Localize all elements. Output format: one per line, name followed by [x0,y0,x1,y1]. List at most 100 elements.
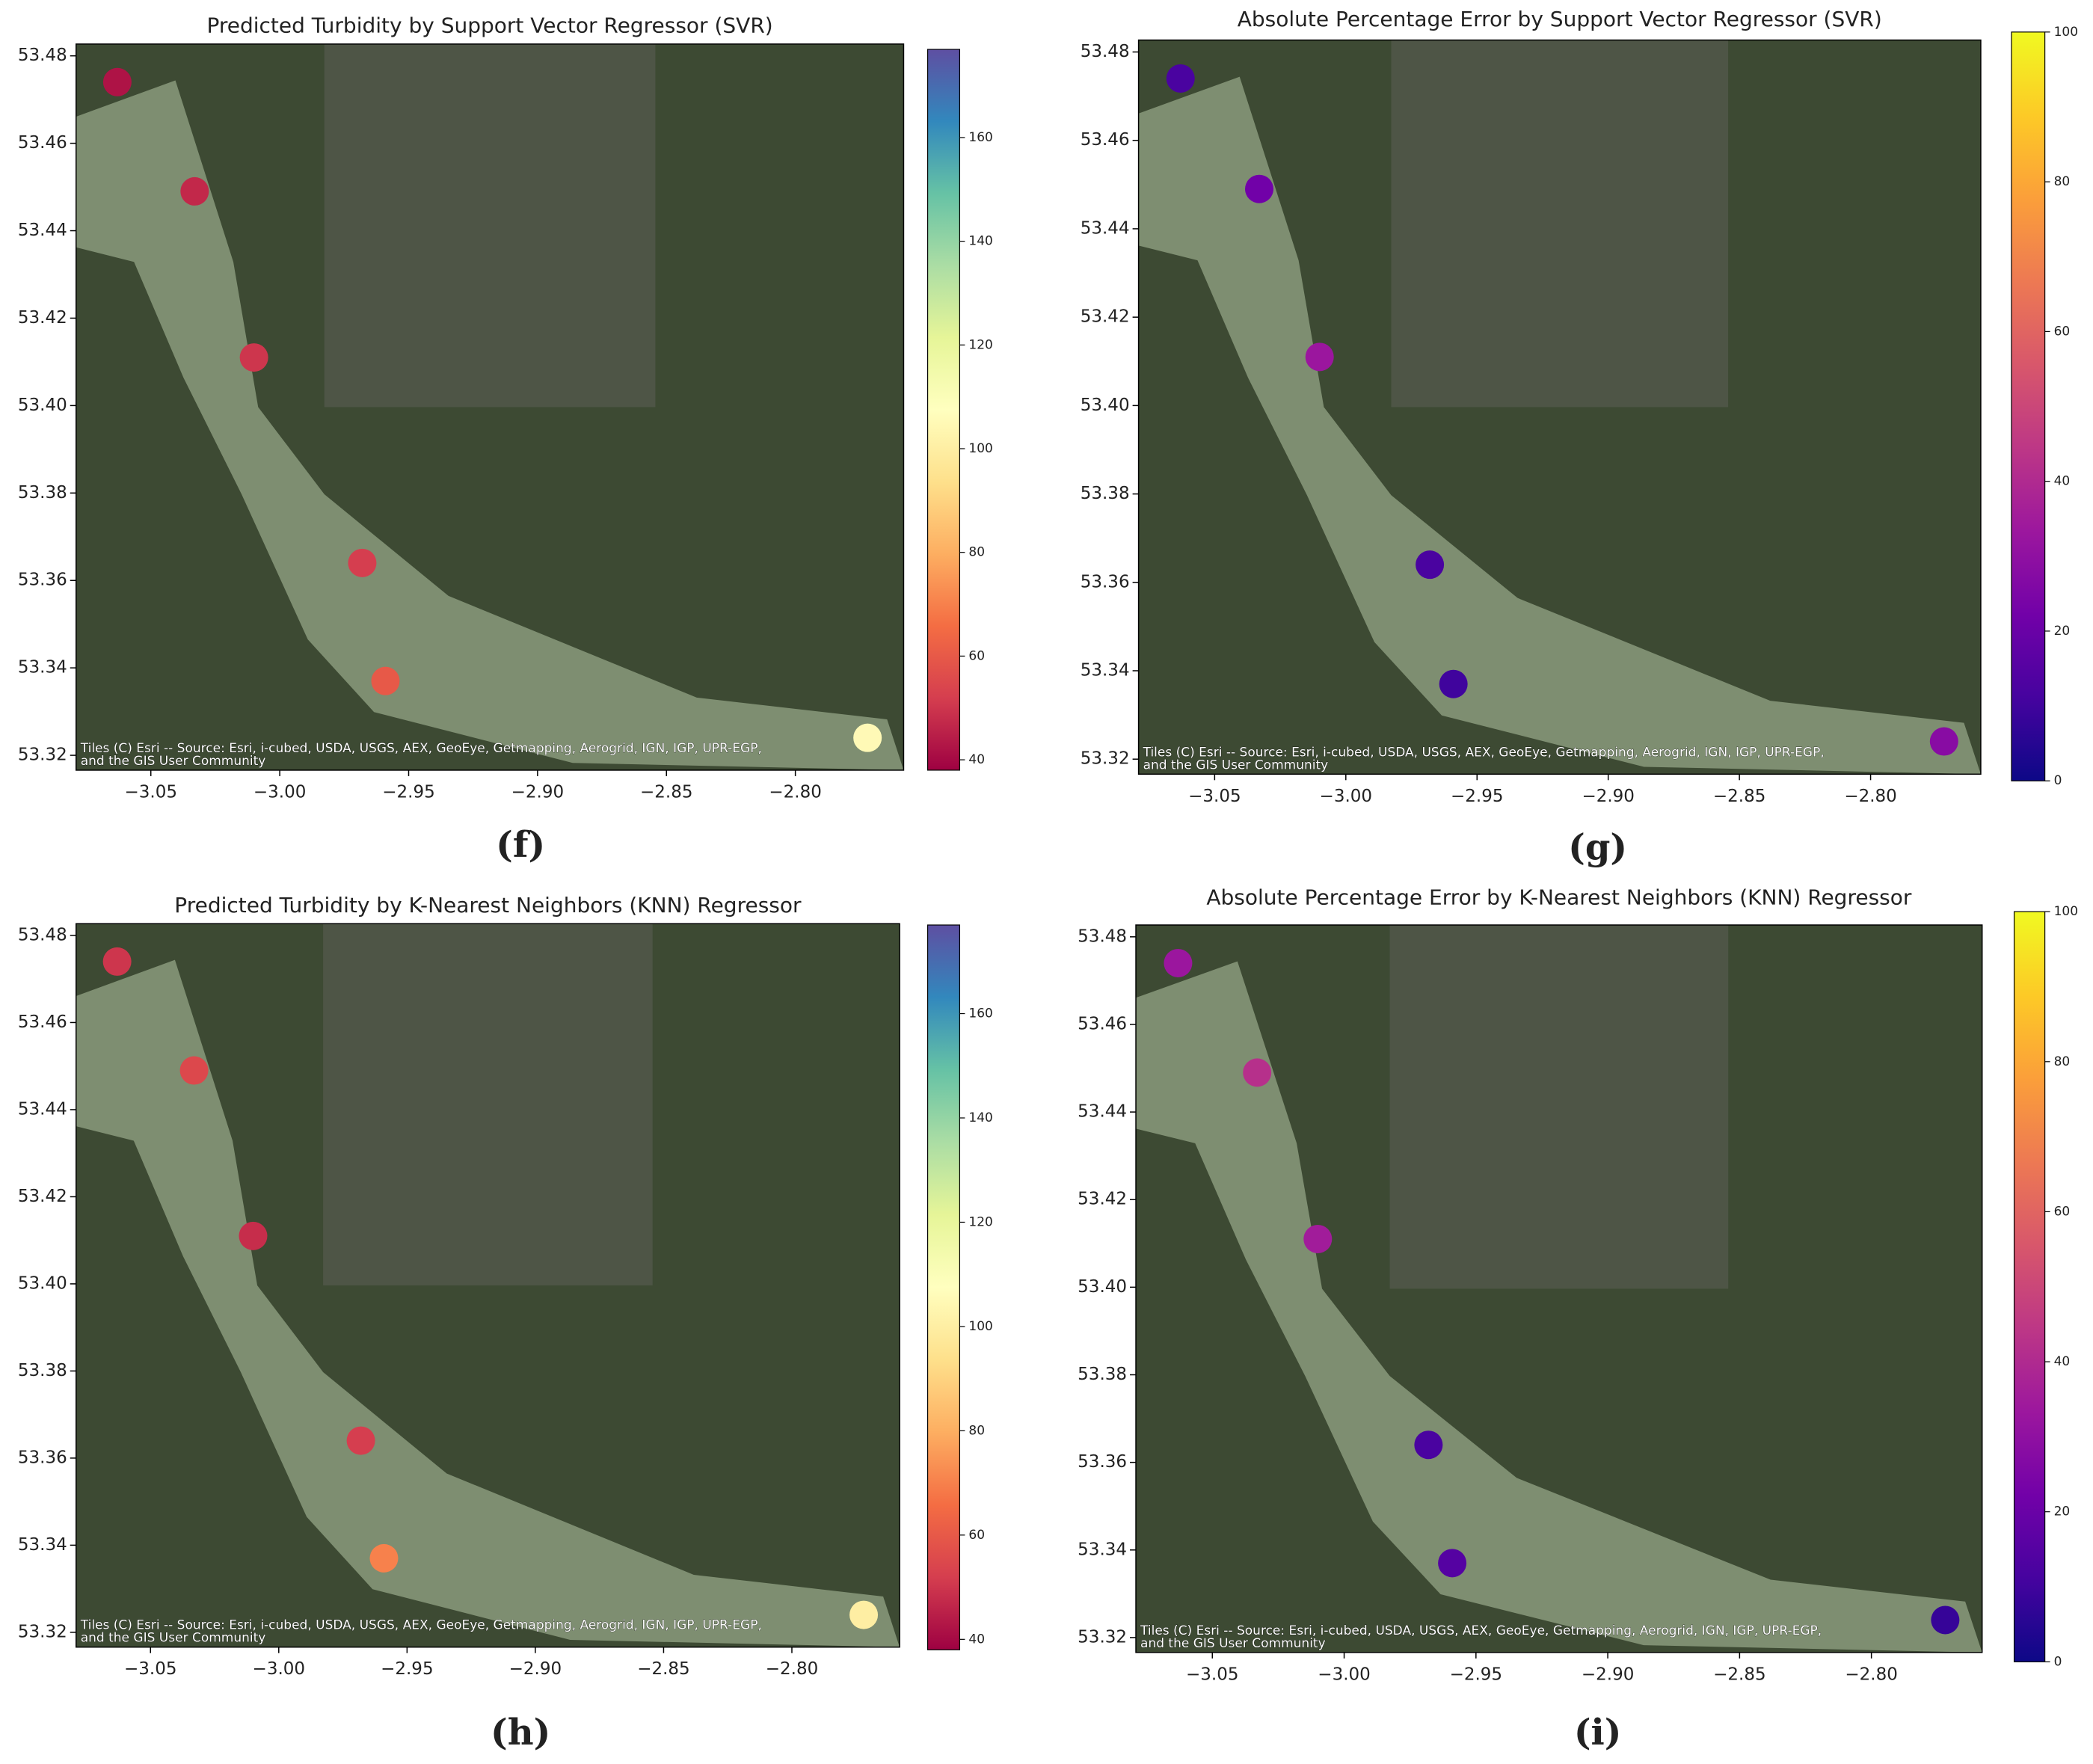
attribution: Tiles (C) Esri -- Source: Esri, i-cubed,… [80,1618,762,1633]
y-tick-label: 53.32 [18,746,67,765]
x-tick-label: −2.95 [1451,787,1503,806]
x-tick-label: −2.85 [637,1659,689,1679]
urban-area [324,43,656,408]
x-tick-label: −3.00 [1318,1665,1370,1684]
point [239,343,268,372]
panel-label: (h) [491,1712,550,1754]
y-tick-label: 53.42 [1081,307,1130,327]
y-tick-label: 53.48 [18,46,67,65]
estuary [76,959,900,1647]
estuary [1138,76,1981,775]
point [1245,174,1274,203]
y-tick-label: 53.34 [1081,660,1130,680]
colorbar-tick-label: 80 [2054,174,2071,189]
x-tick-label: −2.90 [511,782,564,802]
y-tick-label: 53.46 [1081,130,1130,150]
axes-frame [1137,39,1982,775]
point [1303,1224,1333,1253]
point [1439,669,1468,698]
y-tick-label: 53.48 [1081,42,1130,61]
x-tick-label: −2.80 [769,782,821,802]
point [239,1221,268,1250]
colorbar-tick-label: 120 [968,337,992,352]
point [1438,1549,1467,1578]
estuary [76,80,904,770]
colorbar-tick-label: 60 [968,1528,985,1543]
y-tick-label: 53.42 [18,1187,67,1206]
point [1243,1058,1272,1087]
point [1416,550,1445,580]
colorbar-tick-label: 40 [2054,474,2071,489]
y-tick-label: 53.38 [1078,1365,1127,1384]
panel: Predicted Turbidity by K-Nearest Neighbo… [18,893,993,1754]
chart-title: Absolute Percentage Error by K-Nearest N… [1206,885,1912,909]
x-tick-label: −3.00 [253,782,306,802]
y-tick-label: 53.44 [18,1099,67,1119]
colorbar [2011,31,2046,781]
y-tick-label: 53.34 [1078,1540,1127,1559]
y-tick-label: 53.42 [1078,1190,1127,1209]
point [102,947,132,976]
colorbar-tick-label: 80 [968,1423,985,1438]
colorbar-tick-label: 60 [2054,324,2071,339]
y-tick-label: 53.38 [18,1361,67,1380]
attribution: Tiles (C) Esri -- Source: Esri, i-cubed,… [80,741,762,756]
point [1931,1605,1960,1635]
point [102,67,132,96]
panel: Absolute Percentage Error by K-Nearest N… [1078,885,2078,1754]
colorbar-tick-label: 20 [2054,1505,2071,1519]
y-tick-label: 53.40 [1078,1277,1127,1297]
axes-frame [75,923,900,1648]
point [1929,727,1958,756]
point [371,666,400,695]
y-tick-label: 53.36 [1081,572,1130,591]
colorbar-tick-label: 160 [968,130,992,145]
colorbar-tick-label: 100 [968,441,992,456]
x-tick-label: −3.05 [1186,1665,1238,1684]
y-tick-label: 53.44 [18,221,67,240]
chart-title: Absolute Percentage Error by Support Vec… [1238,7,1882,31]
colorbar-tick-label: 20 [2054,624,2071,639]
colorbar-tick-label: 100 [2054,904,2078,919]
point [849,1600,879,1629]
attribution: and the GIS User Community [81,754,266,769]
x-tick-label: −2.90 [509,1659,562,1679]
colorbar [926,49,961,771]
colorbar-tick-label: 80 [2054,1054,2071,1069]
colorbar-tick-label: 80 [968,545,985,560]
colorbar-tick-label: 40 [968,1632,985,1647]
x-tick-label: −2.95 [1450,1665,1502,1684]
y-tick-label: 53.36 [18,571,67,590]
chart-title: Predicted Turbidity by K-Nearest Neighbo… [174,893,802,918]
y-tick-label: 53.32 [18,1622,67,1641]
attribution: and the GIS User Community [81,1631,266,1646]
x-tick-label: −2.85 [640,782,692,802]
colorbar-tick-label: 120 [968,1214,992,1229]
point [1414,1430,1443,1460]
y-tick-label: 53.34 [18,1535,67,1555]
urban-area [323,924,653,1285]
y-tick-label: 53.48 [1078,926,1127,946]
panel-label: (f) [496,824,545,866]
y-tick-label: 53.36 [18,1448,67,1467]
x-tick-label: −3.05 [1188,787,1241,806]
colorbar-tick-label: 100 [968,1319,992,1334]
attribution: Tiles (C) Esri -- Source: Esri, i-cubed,… [1140,1623,1822,1638]
point [369,1543,399,1573]
x-tick-label: −2.95 [381,1659,433,1679]
x-tick-label: −2.85 [1713,787,1765,806]
attribution: and the GIS User Community [1140,1636,1326,1651]
y-tick-label: 53.40 [1081,396,1130,415]
attribution: Tiles (C) Esri -- Source: Esri, i-cubed,… [1143,745,1825,760]
y-tick-label: 53.32 [1081,749,1130,769]
axes-frame [1135,924,1983,1653]
colorbar-tick-label: 40 [2054,1354,2071,1369]
urban-area [1391,40,1729,408]
y-tick-label: 53.44 [1078,1102,1127,1122]
x-tick-label: −2.80 [1845,1665,1897,1684]
colorbar-tick-label: 0 [2054,1654,2062,1669]
x-tick-label: −2.85 [1713,1665,1765,1684]
point [348,548,377,577]
x-tick-label: −2.80 [1844,787,1896,806]
